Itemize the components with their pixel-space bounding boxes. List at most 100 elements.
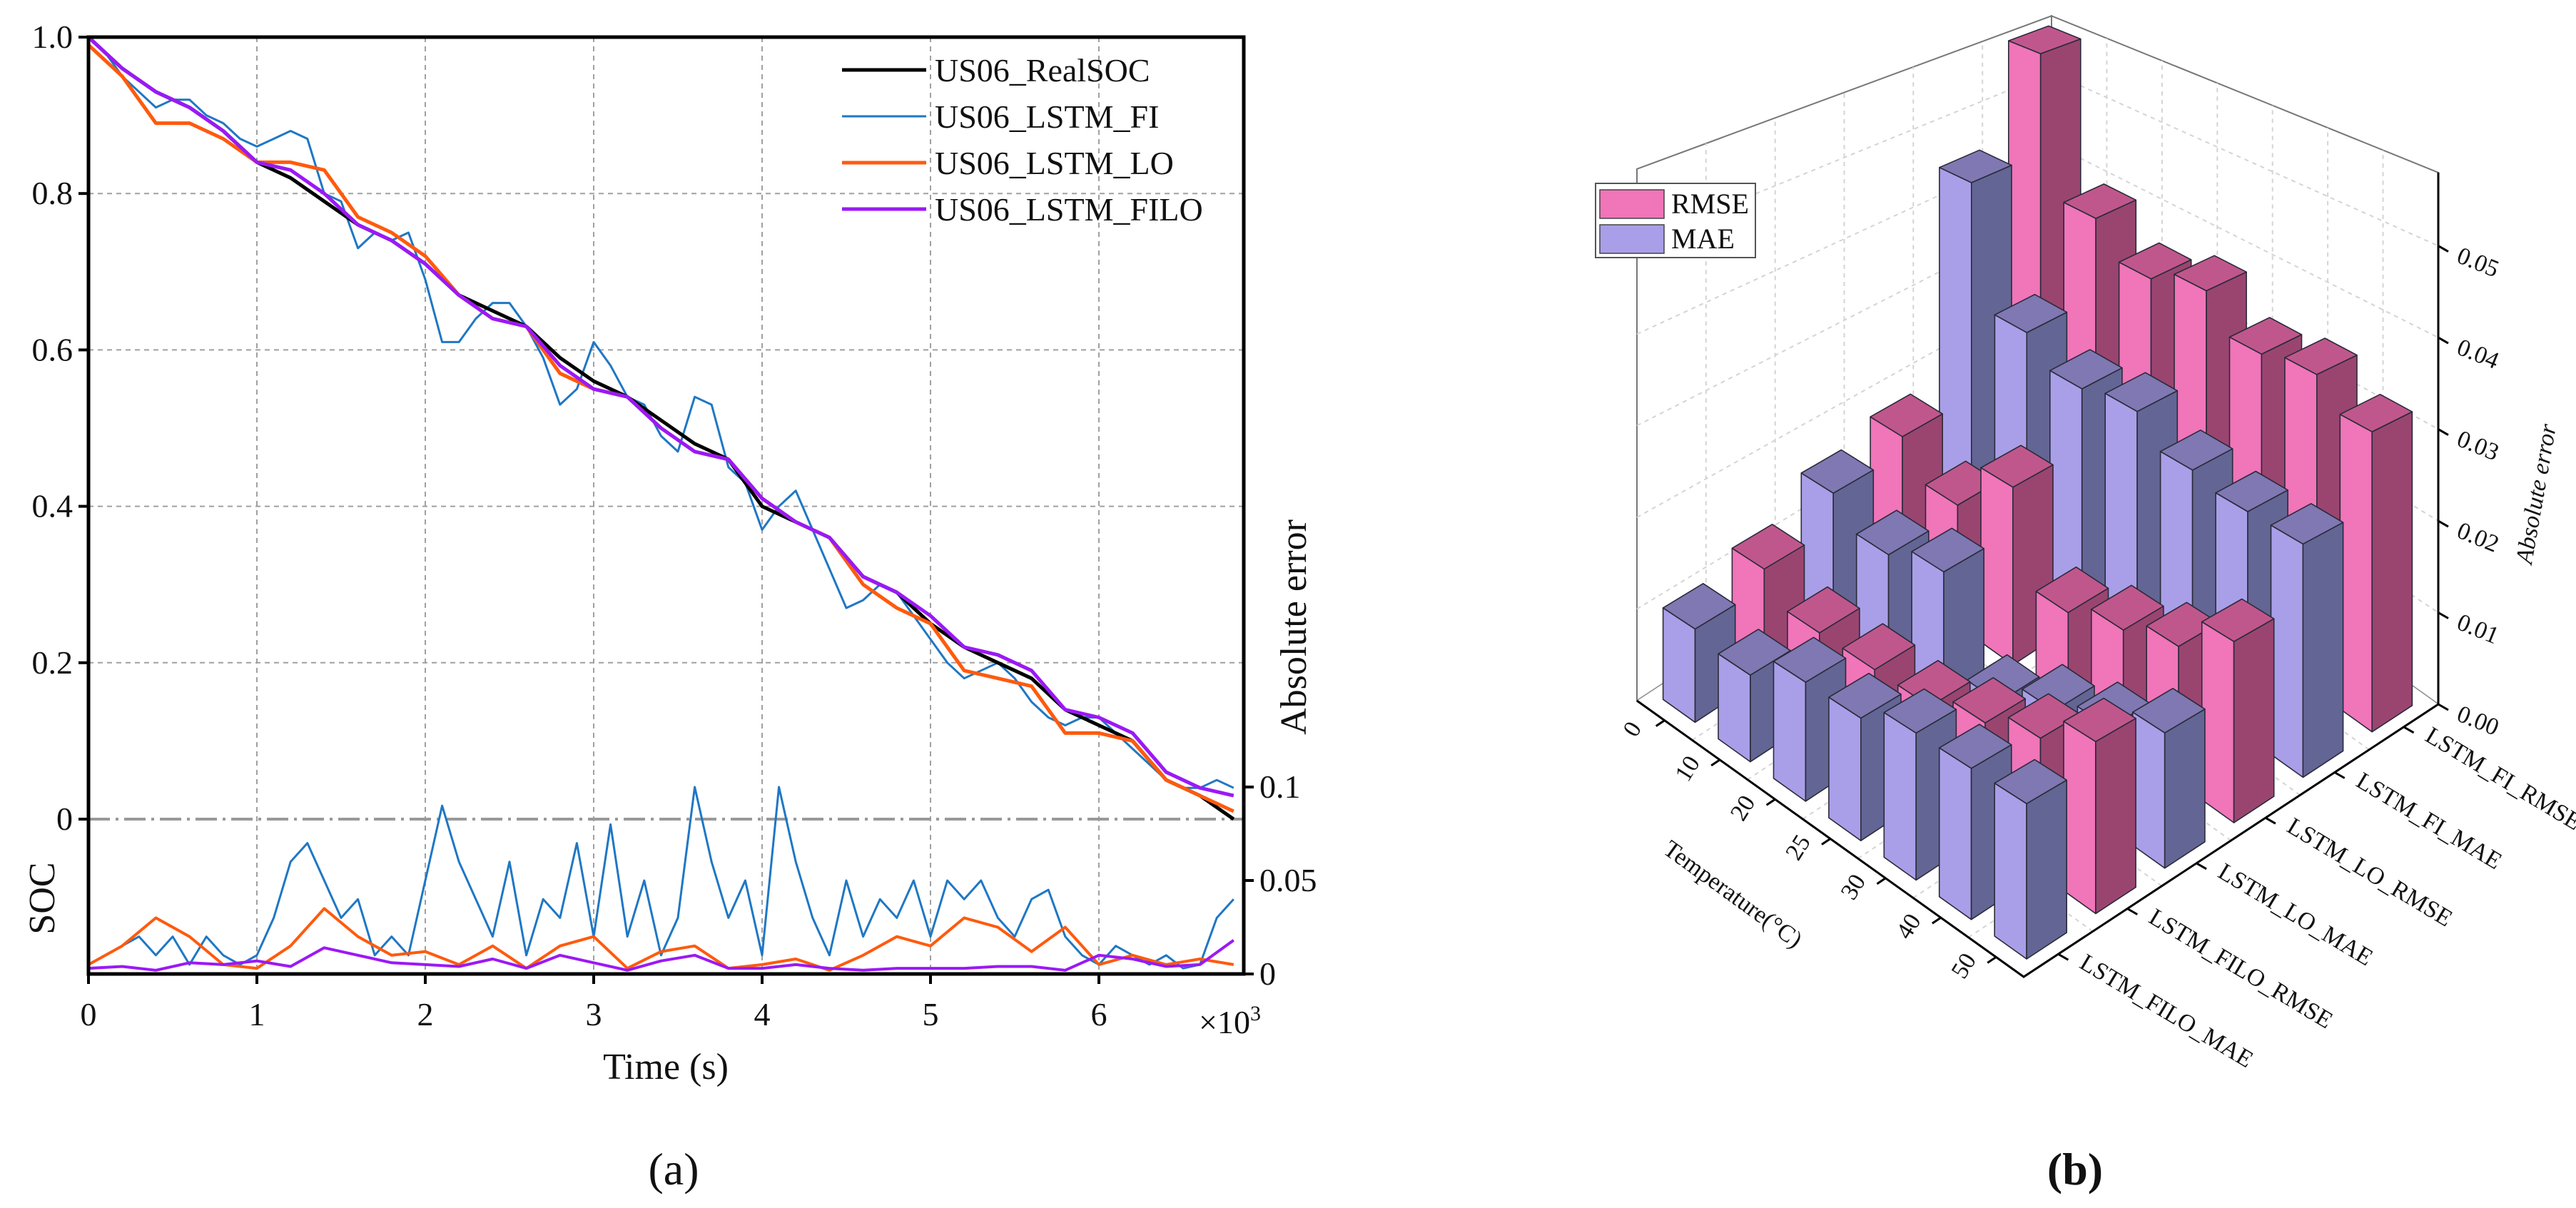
- bar-top-face: [2132, 687, 2206, 734]
- bar-top-face: [2118, 242, 2192, 280]
- y-tick-label-left: 0.8: [32, 175, 73, 211]
- bar-top-face: [1883, 688, 1957, 734]
- bar-side-face: [2233, 618, 2275, 823]
- x-tick-label: 6: [1091, 996, 1107, 1032]
- legend-label: US06_LSTM_LO: [935, 145, 1174, 181]
- bar-lstm-lo-mae-50: [2132, 687, 2206, 869]
- bar-top-face: [2284, 337, 2358, 375]
- bar-top-face: [1870, 393, 1943, 437]
- y-tick-label-left: 0.2: [32, 644, 73, 681]
- temperature-tick: [1765, 798, 1776, 806]
- bar-front-face: [1938, 747, 1972, 920]
- y-tick-label-left: 1.0: [32, 19, 73, 55]
- legend-label-rmse: RMSE: [1671, 188, 1749, 220]
- z-tick-label: 0.02: [2453, 517, 2503, 558]
- y-tick-label-right: 0.1: [1259, 768, 1301, 805]
- bar-top-face: [2339, 393, 2413, 432]
- temperature-tick: [1821, 838, 1831, 846]
- bar-lstm-filo-mae-50: [1994, 758, 2067, 960]
- temperature-tick: [1876, 877, 1887, 885]
- z-axis-label: Absolute error: [2511, 422, 2562, 567]
- x-tick-label: 3: [586, 996, 602, 1032]
- bar-top-face: [1842, 623, 1916, 671]
- series-tick: [2057, 953, 2069, 961]
- series-tick-label: LSTM_FI_MAE: [2352, 768, 2507, 875]
- series-tick: [2403, 726, 2415, 734]
- z-tick-label: 0.05: [2453, 243, 2503, 283]
- z-tick-label: 0.04: [2453, 334, 2503, 375]
- bar-front-face: [2270, 524, 2304, 778]
- bar-top-face: [1939, 149, 2012, 183]
- z-tick-label: 0.01: [2453, 609, 2503, 650]
- bar-side-face: [2371, 411, 2413, 733]
- series-tick: [2196, 862, 2207, 871]
- bar-top-face: [2008, 25, 2081, 55]
- bar-top-face: [1731, 523, 1805, 570]
- temperature-tick-label: 10: [1670, 751, 1705, 786]
- bar-front-face: [2339, 413, 2373, 733]
- legend-label: US06_LSTM_FILO: [935, 191, 1203, 228]
- bar-lstm-lo-rmse-50: [2201, 598, 2275, 823]
- legend-swatch-rmse: [1599, 189, 1665, 219]
- x-tick-label: 1: [249, 996, 265, 1032]
- x-tick-label: 2: [417, 996, 434, 1032]
- temperature-tick: [1987, 956, 1997, 964]
- bar-top-face: [2228, 317, 2303, 355]
- bar-front-face: [2063, 721, 2096, 915]
- x-multiplier-base: ×10: [1199, 1004, 1250, 1040]
- bar-lstm-fi-mae-50: [2270, 502, 2344, 778]
- temperature-tick-label: 40: [1891, 909, 1926, 943]
- y-tick-label-left: 0.4: [32, 488, 73, 524]
- bar-top-face: [1800, 449, 1875, 494]
- bar-top-face: [1980, 445, 2054, 488]
- bar-top-face: [2063, 697, 2136, 743]
- bar-side-face: [2164, 708, 2206, 869]
- temperature-tick-label: 0: [1618, 717, 1647, 741]
- temperature-tick: [1655, 719, 1665, 727]
- bar-front-face: [1828, 696, 1862, 841]
- temperature-tick-label: 25: [1780, 831, 1815, 865]
- temperature-tick-label: 20: [1725, 791, 1760, 825]
- soc-lines: [87, 36, 1235, 821]
- z-tick-label: 0.03: [2453, 426, 2503, 467]
- bar-top-face: [2049, 349, 2123, 390]
- z-tick: [2438, 611, 2449, 619]
- z-tick: [2438, 703, 2449, 711]
- legend-label: US06_LSTM_FI: [935, 98, 1159, 135]
- legend-label-mae: MAE: [1671, 223, 1735, 255]
- x-tick-label: 5: [923, 996, 939, 1032]
- legend-label: US06_RealSOC: [935, 52, 1150, 88]
- x-multiplier: ×103: [1199, 1002, 1261, 1040]
- z-tick-label: 0.00: [2453, 701, 2503, 741]
- bar-top-face: [1952, 676, 2026, 724]
- z-tick: [2438, 245, 2449, 253]
- soc-line-us06-lstm-fi: [87, 36, 1234, 789]
- bar-lstm-fi-rmse-50: [2339, 393, 2413, 733]
- panel-b-3d-bar-chart: 0.00 0.01 0.02 0.03 0.04 0.05 0 10 20 25 30 40 50 LST…: [1595, 14, 2576, 1194]
- axes: 0 1 2 3 4 5 6 0 0.2 0.4 0.6 0.8 1.0 0 0.05 0.1: [32, 19, 1317, 1032]
- bar-top-face: [1994, 293, 2068, 333]
- bar-top-face: [2270, 502, 2344, 545]
- bar-front-face: [1980, 467, 2014, 666]
- z-tick: [2438, 336, 2449, 345]
- bar-top-face: [1787, 586, 1860, 634]
- temperature-tick: [1932, 916, 1942, 925]
- y-tick-label-right: 0: [1259, 955, 1276, 992]
- soc-line-us06-realsoc: [87, 36, 1235, 821]
- x-tick-label: 0: [81, 996, 97, 1032]
- bar-top-face: [1911, 527, 1984, 573]
- z-tick: [2438, 428, 2449, 436]
- panel-a-soc-chart: 0 1 2 3 4 5 6 0 0.2 0.4 0.6 0.8 1.0 0 0.05 0.1 US06_Rea…: [22, 19, 1317, 1194]
- error-line-us06-lstm-lo: [88, 907, 1234, 972]
- bar-top-face: [2174, 255, 2247, 292]
- bar-front-face: [1773, 661, 1807, 802]
- error-line-us06-lstm-filo: [88, 939, 1234, 972]
- bar-top-face: [1994, 758, 2067, 805]
- x-axis-label: Time (s): [603, 1047, 729, 1087]
- caption-a-text: (a): [648, 1144, 699, 1194]
- floor-axes: [1636, 699, 2439, 978]
- x-tick-label: 4: [754, 996, 771, 1032]
- bar-top-face: [2063, 183, 2137, 219]
- bar-top-face: [2091, 584, 2164, 631]
